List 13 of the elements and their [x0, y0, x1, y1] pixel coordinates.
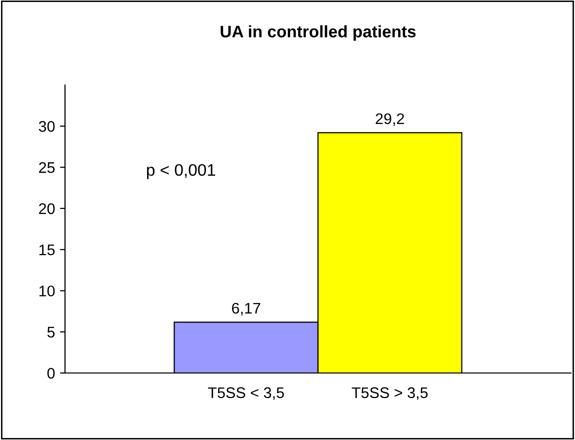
y-tick-label: 30	[38, 121, 55, 132]
y-tick-label: 0	[47, 368, 55, 379]
y-tick-label: 10	[39, 286, 55, 296]
y-tick-label: 15	[39, 244, 55, 256]
chart-title: UA in controlled patients	[220, 25, 416, 41]
y-tick-label: 20	[39, 203, 55, 214]
data-label: 29,2	[376, 113, 404, 126]
y-tick-label: 25	[39, 162, 55, 173]
data-label: 6,17	[232, 302, 260, 316]
x-tick-label: T5SS < 3,5	[208, 387, 284, 400]
y-tick-label: 5	[47, 326, 55, 338]
annotation: p < 0,001	[147, 164, 216, 180]
x-tick-label: T5SS > 3,5	[352, 387, 428, 400]
